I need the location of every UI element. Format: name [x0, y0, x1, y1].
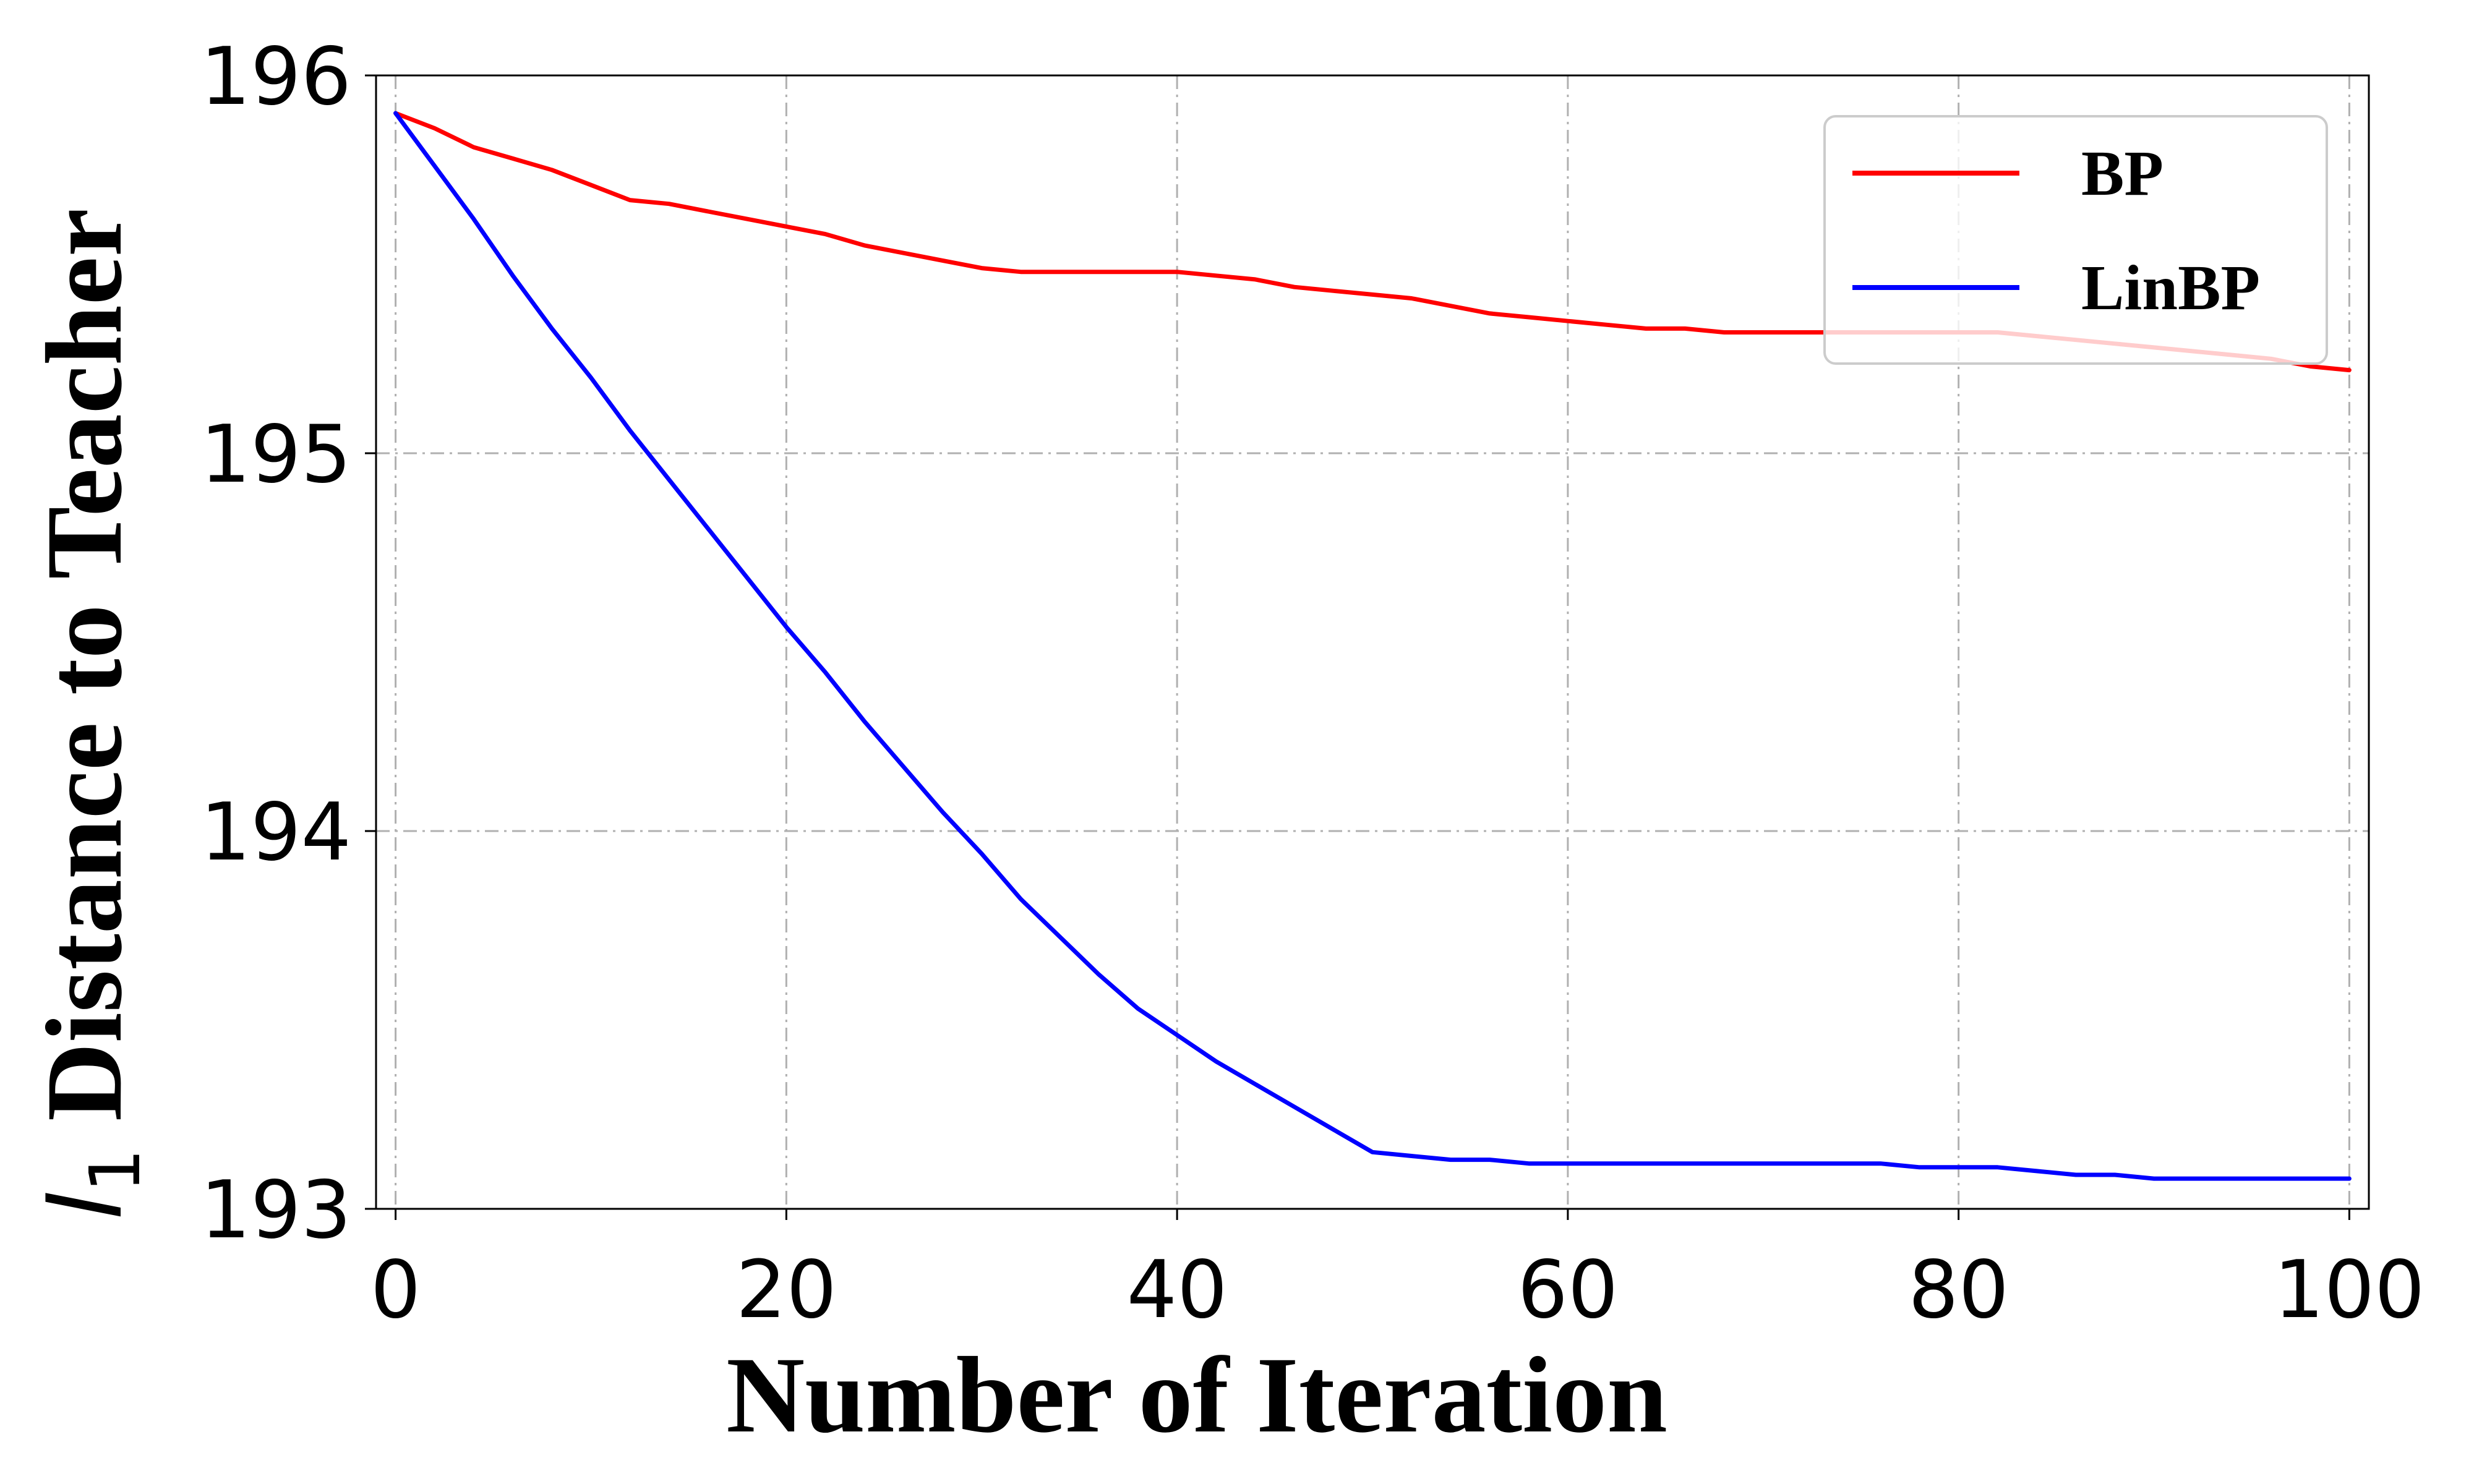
y-tick-label: 193	[200, 1164, 351, 1256]
x-tick-label: 80	[1908, 1244, 2009, 1336]
series-line-linbp	[393, 111, 2352, 1181]
y-axis-title-l: l	[28, 1193, 144, 1220]
x-axis-title: Number of Iteration	[726, 1335, 1667, 1456]
y-axis-title-subscript: 1	[75, 1148, 156, 1192]
y-axis-title: l1 Distance to Teacher	[24, 208, 156, 1220]
legend-box	[1823, 115, 2328, 365]
x-tick-label: 100	[2274, 1244, 2425, 1336]
y-tick-label: 194	[200, 787, 351, 879]
plot-frame	[375, 74, 2370, 1210]
y-tick-label: 195	[200, 409, 351, 501]
y-tick-label: 196	[200, 31, 351, 123]
x-tick-label: 20	[736, 1244, 837, 1336]
x-tick-label: 0	[370, 1244, 421, 1336]
x-tick-label: 40	[1127, 1244, 1228, 1336]
x-tick-label: 60	[1517, 1244, 1618, 1336]
axis-ticks: 0 20 40 60 80 100 193 194 195 196	[200, 31, 2425, 1336]
legend-label-linbp: LinBP	[2081, 252, 2260, 323]
legend-label-bp: BP	[2081, 138, 2164, 209]
y-axis-title-text: Distance to Teacher	[24, 208, 145, 1148]
legend: BP LinBP	[1823, 115, 2328, 365]
